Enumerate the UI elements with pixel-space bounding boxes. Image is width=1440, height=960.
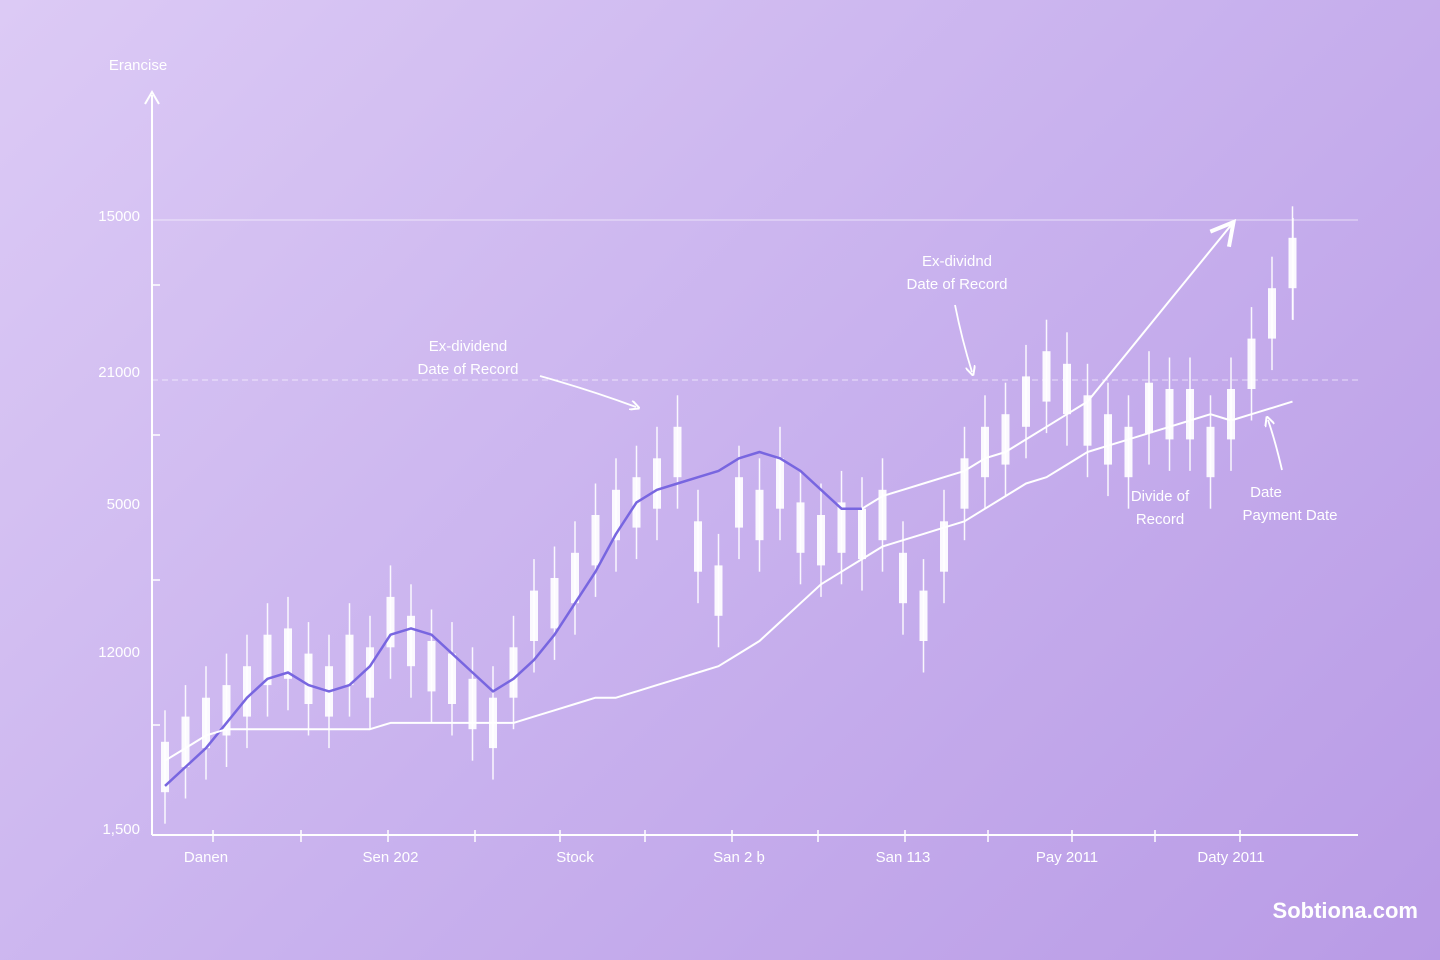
x-tick-label: Daty 2011 xyxy=(1197,849,1264,866)
candle-body xyxy=(899,552,907,604)
candle-body xyxy=(817,515,825,566)
candle-body xyxy=(1268,288,1276,339)
candle-body xyxy=(1186,389,1194,440)
candle-body xyxy=(714,565,723,616)
candle-body xyxy=(304,653,313,704)
candle-body xyxy=(960,458,969,509)
candle-body xyxy=(345,634,354,686)
candle-body xyxy=(202,697,210,749)
candle-body xyxy=(284,628,292,679)
candle-body xyxy=(161,741,169,793)
candle-body xyxy=(612,489,620,541)
candle-body xyxy=(1063,363,1071,415)
annotation: Date xyxy=(1250,484,1282,501)
candle-body xyxy=(919,590,928,641)
candle-body xyxy=(878,489,887,541)
candle-body xyxy=(509,647,518,698)
candle-body xyxy=(1124,426,1133,478)
grid xyxy=(152,218,1358,381)
candle-body xyxy=(940,521,948,572)
candle-body xyxy=(222,685,231,736)
annotation-arrow xyxy=(539,375,636,407)
line-series xyxy=(861,218,1237,510)
x-tick-label: Sen 202 xyxy=(363,849,419,866)
candle-body xyxy=(776,458,784,509)
y-tick-label: 5000 xyxy=(107,496,140,513)
candle-body xyxy=(448,653,456,704)
annotation: Date of Record xyxy=(907,276,1008,293)
annotation-arrow xyxy=(1268,420,1283,471)
candle-body xyxy=(263,634,272,686)
candle-body xyxy=(1104,414,1112,465)
candle-body xyxy=(694,521,702,572)
candle-body xyxy=(181,716,190,767)
candle-body xyxy=(407,615,415,667)
annotation: Date of Record xyxy=(418,361,519,378)
candle-body xyxy=(796,502,805,553)
candle-body xyxy=(735,477,743,528)
candle-body xyxy=(386,596,395,648)
candle-body xyxy=(1206,426,1215,478)
y-tick-label: 21000 xyxy=(98,364,140,381)
line-series xyxy=(164,400,1293,762)
y-tick-label: 1,500 xyxy=(102,821,140,838)
candle-body xyxy=(1227,389,1235,440)
candle-body xyxy=(673,426,682,478)
candle-body xyxy=(837,502,846,553)
annotation: Divide of xyxy=(1131,488,1190,505)
candle-body xyxy=(1165,389,1174,440)
axes xyxy=(144,90,1358,836)
y-axis-arrow xyxy=(144,90,160,105)
candle-body xyxy=(1145,382,1153,434)
x-tick-label: Danen xyxy=(184,849,228,866)
candle-body xyxy=(571,552,579,604)
annotation: Ex-dividend xyxy=(429,338,507,355)
candle-body xyxy=(981,426,989,478)
candle-body xyxy=(755,489,764,541)
candle-body xyxy=(1083,395,1092,446)
y-tick-label: 15000 xyxy=(98,208,140,225)
candle-body xyxy=(366,647,374,698)
x-tick-label: Stock xyxy=(556,849,594,866)
candle-body xyxy=(1247,338,1256,389)
annotation-arrow xyxy=(954,304,972,372)
candle-body xyxy=(1022,376,1030,427)
candles xyxy=(161,206,1297,824)
candle-body xyxy=(1288,237,1297,289)
annotation: Ex-dividnd xyxy=(922,253,992,270)
annotation: Payment Date xyxy=(1242,507,1337,524)
x-tick-label: San 2 ḅ xyxy=(713,849,765,866)
candle-body xyxy=(427,641,436,692)
y-axis-title: Erancise xyxy=(109,57,167,74)
candle-body xyxy=(1001,414,1010,465)
candle-body xyxy=(468,678,477,730)
candle-body xyxy=(550,578,559,629)
candle-body xyxy=(858,508,866,560)
candle-body xyxy=(653,458,661,509)
candle-body xyxy=(243,666,251,717)
candle-body xyxy=(530,590,538,641)
annotation: Record xyxy=(1136,511,1184,528)
x-tick-label: San 113 xyxy=(876,849,931,866)
y-tick-label: 12000 xyxy=(98,644,140,661)
candle-body xyxy=(1042,351,1051,402)
watermark: Sobtiona.com xyxy=(1273,898,1418,923)
line-series xyxy=(164,450,862,787)
x-tick-label: Pay 2011 xyxy=(1036,849,1098,866)
candle-body xyxy=(591,515,600,566)
